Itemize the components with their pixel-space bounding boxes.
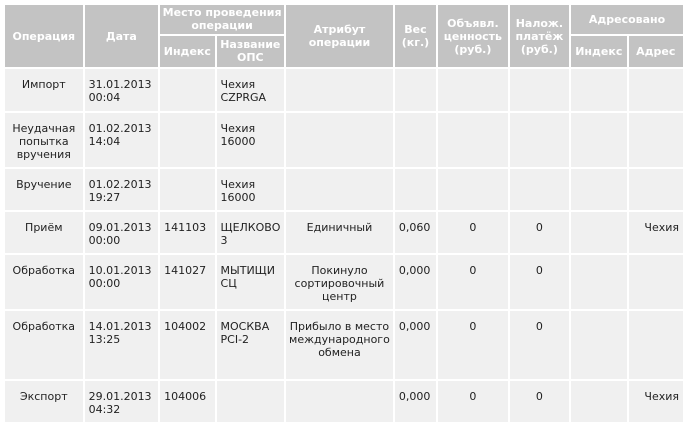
cell-addressed-address bbox=[628, 69, 683, 111]
table-row: Неудачная попытка вручения 01.02.2013 14… bbox=[5, 113, 683, 167]
cell-operation: Обработка bbox=[5, 255, 83, 309]
cell-date: 09.01.2013 00:00 bbox=[84, 212, 159, 253]
cell-index: 104006 bbox=[160, 381, 215, 422]
cell-index bbox=[160, 113, 215, 167]
cell-addressed-index bbox=[571, 311, 627, 379]
cell-weight: 0,000 bbox=[394, 255, 437, 309]
cell-attribute: Единичный bbox=[286, 212, 393, 253]
cell-addressed-address bbox=[628, 113, 683, 167]
cell-attribute: Покинуло сортировочный центр bbox=[286, 255, 393, 309]
col-addressed-index-header: Индекс bbox=[571, 35, 627, 67]
cell-date: 14.01.2013 13:25 bbox=[84, 311, 159, 379]
col-date-header: Дата bbox=[84, 5, 159, 67]
cell-weight: 0,060 bbox=[394, 212, 437, 253]
cell-weight: 0,000 bbox=[394, 381, 437, 422]
cell-weight bbox=[394, 169, 437, 210]
cell-index bbox=[160, 169, 215, 210]
cell-declared-value: 0 bbox=[438, 381, 508, 422]
cell-date: 01.02.2013 14:04 bbox=[84, 113, 159, 167]
table-row: Экспорт 29.01.2013 04:32 104006 0,000 0 … bbox=[5, 381, 683, 422]
tracking-history-table: Операция Дата Место проведения операции … bbox=[3, 3, 685, 424]
cell-operation: Приём bbox=[5, 212, 83, 253]
cell-name: Чехия CZPRGA bbox=[216, 69, 285, 111]
cell-weight bbox=[394, 69, 437, 111]
cell-cod bbox=[509, 169, 570, 210]
cell-cod bbox=[509, 113, 570, 167]
cell-name: МЫТИЩИ СЦ bbox=[216, 255, 285, 309]
cell-addressed-index bbox=[571, 169, 627, 210]
cell-addressed-address bbox=[628, 169, 683, 210]
cell-addressed-index bbox=[571, 69, 627, 111]
table-row: Обработка 10.01.2013 00:00 141027 МЫТИЩИ… bbox=[5, 255, 683, 309]
cell-operation: Неудачная попытка вручения bbox=[5, 113, 83, 167]
col-addressed-group-header: Адресовано bbox=[571, 5, 683, 34]
cell-index: 141103 bbox=[160, 212, 215, 253]
col-operation-header: Операция bbox=[5, 5, 83, 67]
cell-attribute: Прибыло в место международного обмена bbox=[286, 311, 393, 379]
cell-addressed-index bbox=[571, 212, 627, 253]
cell-weight bbox=[394, 113, 437, 167]
cell-cod: 0 bbox=[509, 381, 570, 422]
cell-attribute bbox=[286, 113, 393, 167]
cell-addressed-address: Чехия bbox=[628, 212, 683, 253]
cell-name: Чехия 16000 bbox=[216, 113, 285, 167]
cell-cod: 0 bbox=[509, 311, 570, 379]
cell-addressed-address bbox=[628, 255, 683, 309]
cell-date: 01.02.2013 19:27 bbox=[84, 169, 159, 210]
col-place-group-header: Место проведения операции bbox=[160, 5, 285, 34]
cell-addressed-address: Чехия bbox=[628, 381, 683, 422]
table-row: Обработка 14.01.2013 13:25 104002 МОСКВА… bbox=[5, 311, 683, 379]
cell-index: 104002 bbox=[160, 311, 215, 379]
cell-operation: Обработка bbox=[5, 311, 83, 379]
col-place-index-header: Индекс bbox=[160, 35, 215, 67]
col-addressed-address-header: Адрес bbox=[628, 35, 683, 67]
cell-cod bbox=[509, 69, 570, 111]
cell-declared-value bbox=[438, 69, 508, 111]
cell-date: 31.01.2013 00:04 bbox=[84, 69, 159, 111]
cell-attribute bbox=[286, 69, 393, 111]
col-attribute-header: Атрибут операции bbox=[286, 5, 393, 67]
cell-cod: 0 bbox=[509, 212, 570, 253]
cell-declared-value: 0 bbox=[438, 255, 508, 309]
cell-addressed-address bbox=[628, 311, 683, 379]
cell-addressed-index bbox=[571, 255, 627, 309]
cell-attribute bbox=[286, 381, 393, 422]
table-row: Вручение 01.02.2013 19:27 Чехия 16000 bbox=[5, 169, 683, 210]
cell-date: 29.01.2013 04:32 bbox=[84, 381, 159, 422]
cell-name bbox=[216, 381, 285, 422]
table-row: Приём 09.01.2013 00:00 141103 ЩЕЛКОВО 3 … bbox=[5, 212, 683, 253]
cell-declared-value bbox=[438, 113, 508, 167]
cell-operation: Импорт bbox=[5, 69, 83, 111]
cell-operation: Вручение bbox=[5, 169, 83, 210]
cell-declared-value: 0 bbox=[438, 212, 508, 253]
cell-operation: Экспорт bbox=[5, 381, 83, 422]
cell-attribute bbox=[286, 169, 393, 210]
cell-date: 10.01.2013 00:00 bbox=[84, 255, 159, 309]
cell-declared-value: 0 bbox=[438, 311, 508, 379]
col-weight-header: Вес (кг.) bbox=[394, 5, 437, 67]
cell-name: Чехия 16000 bbox=[216, 169, 285, 210]
cell-addressed-index bbox=[571, 381, 627, 422]
col-place-name-header: Название ОПС bbox=[216, 35, 285, 67]
cell-cod: 0 bbox=[509, 255, 570, 309]
col-declared-value-header: Объявл. ценность (руб.) bbox=[438, 5, 508, 67]
cell-name: ЩЕЛКОВО 3 bbox=[216, 212, 285, 253]
cell-weight: 0,000 bbox=[394, 311, 437, 379]
cell-name: МОСКВА PCI-2 bbox=[216, 311, 285, 379]
table-row: Импорт 31.01.2013 00:04 Чехия CZPRGA bbox=[5, 69, 683, 111]
cell-index: 141027 bbox=[160, 255, 215, 309]
cell-declared-value bbox=[438, 169, 508, 210]
col-cod-header: Налож. платёж (руб.) bbox=[509, 5, 570, 67]
cell-addressed-index bbox=[571, 113, 627, 167]
cell-index bbox=[160, 69, 215, 111]
